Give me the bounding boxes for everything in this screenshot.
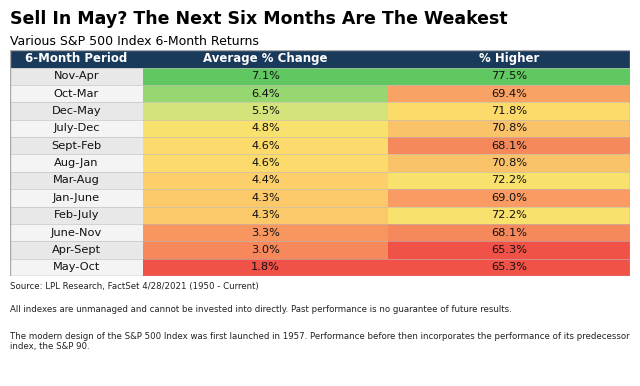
FancyBboxPatch shape xyxy=(388,241,630,259)
Text: 4.3%: 4.3% xyxy=(252,193,280,203)
FancyBboxPatch shape xyxy=(10,259,143,276)
FancyBboxPatch shape xyxy=(143,172,388,189)
FancyBboxPatch shape xyxy=(143,189,388,207)
Text: 69.4%: 69.4% xyxy=(492,89,527,98)
Text: Nov-Apr: Nov-Apr xyxy=(54,71,99,81)
Text: Sept-Feb: Sept-Feb xyxy=(51,141,102,151)
Text: Oct-Mar: Oct-Mar xyxy=(54,89,99,98)
Text: 69.0%: 69.0% xyxy=(492,193,527,203)
Text: 4.3%: 4.3% xyxy=(252,210,280,220)
FancyBboxPatch shape xyxy=(388,207,630,224)
Text: 4.4%: 4.4% xyxy=(252,176,280,185)
Text: 3.0%: 3.0% xyxy=(252,245,280,255)
Text: 7.1%: 7.1% xyxy=(252,71,280,81)
FancyBboxPatch shape xyxy=(388,189,630,207)
FancyBboxPatch shape xyxy=(388,120,630,137)
Text: Average % Change: Average % Change xyxy=(204,52,328,65)
FancyBboxPatch shape xyxy=(143,241,388,259)
FancyBboxPatch shape xyxy=(10,137,143,154)
FancyBboxPatch shape xyxy=(388,172,630,189)
Text: 3.3%: 3.3% xyxy=(252,228,280,237)
Text: 70.8%: 70.8% xyxy=(492,158,527,168)
Text: 1.8%: 1.8% xyxy=(252,262,280,272)
Text: 4.6%: 4.6% xyxy=(252,158,280,168)
Text: July-Dec: July-Dec xyxy=(53,124,100,133)
Text: All indexes are unmanaged and cannot be invested into directly. Past performance: All indexes are unmanaged and cannot be … xyxy=(10,305,511,314)
Text: Feb-July: Feb-July xyxy=(54,210,99,220)
Text: Jan-June: Jan-June xyxy=(52,193,100,203)
FancyBboxPatch shape xyxy=(10,224,143,241)
FancyBboxPatch shape xyxy=(143,224,388,241)
Text: 6-Month Period: 6-Month Period xyxy=(25,52,127,65)
Text: 6.4%: 6.4% xyxy=(252,89,280,98)
Text: The modern design of the S&P 500 Index was first launched in 1957. Performance b: The modern design of the S&P 500 Index w… xyxy=(10,332,629,351)
Text: Various S&P 500 Index 6-Month Returns: Various S&P 500 Index 6-Month Returns xyxy=(10,35,259,48)
Text: 71.8%: 71.8% xyxy=(492,106,527,116)
FancyBboxPatch shape xyxy=(143,137,388,154)
Text: Apr-Sept: Apr-Sept xyxy=(52,245,101,255)
Text: Aug-Jan: Aug-Jan xyxy=(54,158,99,168)
FancyBboxPatch shape xyxy=(10,241,143,259)
FancyBboxPatch shape xyxy=(143,85,388,102)
FancyBboxPatch shape xyxy=(143,120,388,137)
FancyBboxPatch shape xyxy=(388,224,630,241)
Text: Mar-Aug: Mar-Aug xyxy=(53,176,100,185)
FancyBboxPatch shape xyxy=(388,154,630,172)
Text: 72.2%: 72.2% xyxy=(492,210,527,220)
Text: Dec-May: Dec-May xyxy=(52,106,101,116)
FancyBboxPatch shape xyxy=(388,137,630,154)
FancyBboxPatch shape xyxy=(388,68,630,85)
Text: 72.2%: 72.2% xyxy=(492,176,527,185)
Text: 68.1%: 68.1% xyxy=(492,228,527,237)
FancyBboxPatch shape xyxy=(143,207,388,224)
Text: Source: LPL Research, FactSet 4/28/2021 (1950 - Current): Source: LPL Research, FactSet 4/28/2021 … xyxy=(10,282,259,291)
Text: % Higher: % Higher xyxy=(479,52,540,65)
FancyBboxPatch shape xyxy=(388,85,630,102)
FancyBboxPatch shape xyxy=(10,50,630,68)
FancyBboxPatch shape xyxy=(10,85,143,102)
Text: 65.3%: 65.3% xyxy=(492,262,527,272)
Text: Sell In May? The Next Six Months Are The Weakest: Sell In May? The Next Six Months Are The… xyxy=(10,10,508,28)
FancyBboxPatch shape xyxy=(143,102,388,120)
Text: 70.8%: 70.8% xyxy=(492,124,527,133)
Text: 4.6%: 4.6% xyxy=(252,141,280,151)
Text: 77.5%: 77.5% xyxy=(492,71,527,81)
Text: 65.3%: 65.3% xyxy=(492,245,527,255)
FancyBboxPatch shape xyxy=(388,259,630,276)
FancyBboxPatch shape xyxy=(388,102,630,120)
Text: 68.1%: 68.1% xyxy=(492,141,527,151)
FancyBboxPatch shape xyxy=(143,259,388,276)
FancyBboxPatch shape xyxy=(10,68,143,85)
FancyBboxPatch shape xyxy=(143,68,388,85)
Text: May-Oct: May-Oct xyxy=(52,262,100,272)
Text: 4.8%: 4.8% xyxy=(252,124,280,133)
FancyBboxPatch shape xyxy=(10,172,143,189)
Text: 5.5%: 5.5% xyxy=(252,106,280,116)
FancyBboxPatch shape xyxy=(10,207,143,224)
FancyBboxPatch shape xyxy=(143,154,388,172)
Text: June-Nov: June-Nov xyxy=(51,228,102,237)
FancyBboxPatch shape xyxy=(10,102,143,120)
FancyBboxPatch shape xyxy=(10,154,143,172)
FancyBboxPatch shape xyxy=(10,120,143,137)
FancyBboxPatch shape xyxy=(10,189,143,207)
